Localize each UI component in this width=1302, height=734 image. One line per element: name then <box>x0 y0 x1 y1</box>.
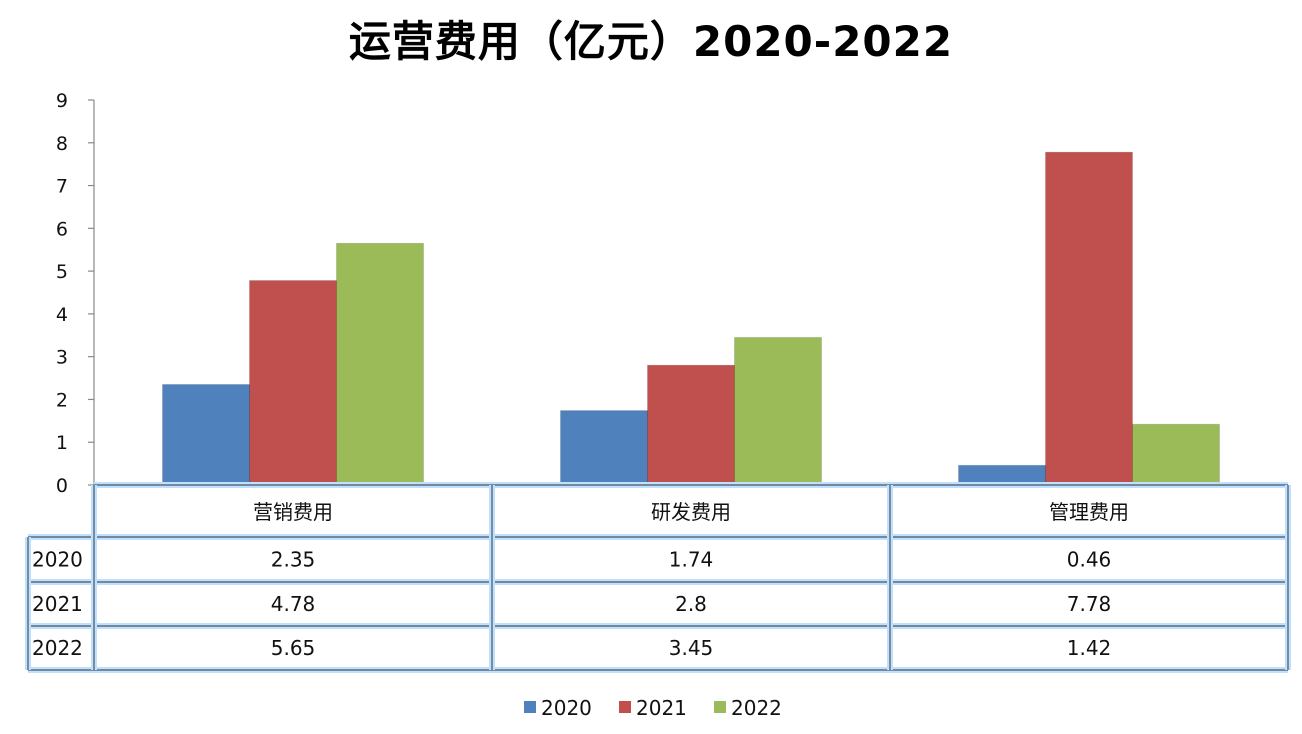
table-value: 7.78 <box>1067 592 1112 616</box>
category-label: 管理费用 <box>1049 500 1129 524</box>
y-tick-label: 0 <box>56 475 68 497</box>
y-tick-label: 2 <box>56 389 68 411</box>
y-tick-label: 5 <box>56 261 68 283</box>
table-value: 1.42 <box>1067 636 1112 660</box>
y-tick-label: 3 <box>56 347 68 369</box>
y-tick-label: 8 <box>56 133 68 155</box>
bar-2020-2 <box>560 410 648 486</box>
bar-2022-1 <box>336 242 424 486</box>
bar-2022-3 <box>1132 423 1220 486</box>
y-tick-label: 7 <box>56 176 68 198</box>
table-value: 5.65 <box>271 636 316 660</box>
legend-swatch-2020 <box>524 701 536 713</box>
table-row-label: 2021 <box>32 592 83 616</box>
category-label: 研发费用 <box>651 500 731 524</box>
y-tick-label: 9 <box>56 90 68 112</box>
legend-label: 2020 <box>541 696 592 720</box>
legend-swatch-2022 <box>714 701 726 713</box>
legend-label: 2022 <box>731 696 782 720</box>
bar-2021-3 <box>1045 151 1133 486</box>
table-value: 1.74 <box>669 548 714 572</box>
bar-2021-1 <box>249 280 337 486</box>
y-tick-label: 6 <box>56 218 68 240</box>
chart-title: 运营费用（亿元）2020-2022 <box>348 17 954 66</box>
table-value: 2.35 <box>271 548 316 572</box>
legend-swatch-2021 <box>619 701 631 713</box>
y-tick-label: 1 <box>56 432 68 454</box>
table-row-label: 2022 <box>32 636 83 660</box>
category-label: 营销费用 <box>253 500 333 524</box>
table-value: 4.78 <box>271 592 316 616</box>
y-tick-label: 4 <box>56 304 68 326</box>
table-value: 0.46 <box>1067 548 1112 572</box>
table-row-label: 2020 <box>32 548 83 572</box>
table-value: 3.45 <box>669 636 714 660</box>
bar-2022-2 <box>734 336 822 486</box>
bar-2020-1 <box>162 383 250 486</box>
table-value: 2.8 <box>675 592 707 616</box>
bar-2021-2 <box>647 364 735 486</box>
legend-label: 2021 <box>636 696 687 720</box>
